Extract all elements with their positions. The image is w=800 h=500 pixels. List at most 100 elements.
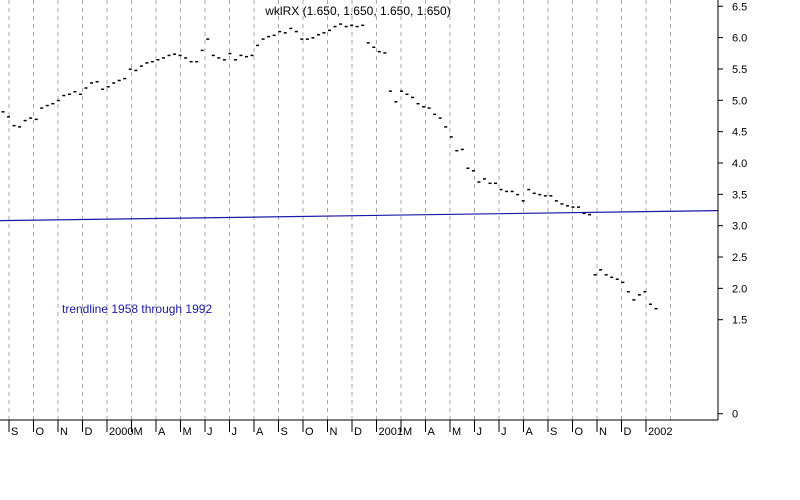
price-point [455,149,459,152]
price-point [361,24,365,27]
price-point [383,52,387,54]
y-tick-label: 2.0 [732,283,747,295]
price-point [267,35,271,38]
price-point [1,111,5,113]
y-tick-label: 0 [732,409,738,421]
price-point [388,90,392,92]
grid-lines [8,0,671,420]
x-tick-label: S [11,426,18,438]
price-point [333,25,337,28]
price-point [272,34,276,37]
price-point [494,182,498,185]
price-point [289,27,293,30]
x-tick-label: J [501,426,507,438]
price-point [565,205,569,207]
price-point [34,118,38,121]
x-tick-label: A [158,426,166,438]
x-tick-label: M [183,426,192,438]
price-point [73,91,77,93]
price-point [23,119,27,122]
x-tick-label: D [354,426,362,438]
price-point [294,30,298,33]
price-point [173,53,177,55]
price-point [217,57,221,59]
price-point [300,38,304,40]
price-point [211,54,215,57]
price-point [532,192,536,195]
price-point [112,82,116,84]
price-point [178,54,182,57]
x-tick-label: S [281,426,288,438]
x-tick-label: M [134,426,143,438]
price-point [460,148,464,151]
price-point [433,113,437,116]
price-point [411,96,415,99]
x-tick-label: J [232,426,238,438]
x-axis-ticks: S O N D 2000 M A M J J A S O N D 2001 M A M J J A S O N D 2002 [8,420,672,438]
price-point [577,206,581,208]
price-point [195,60,199,63]
price-point [283,32,287,34]
price-point [18,126,22,128]
x-tick-label: 2001 [379,426,403,438]
price-point [560,203,564,205]
price-point [244,55,248,58]
price-point [344,25,348,28]
price-point [161,57,165,59]
price-point [549,195,553,197]
price-point [482,178,486,180]
y-tick-label: 3.5 [732,189,747,201]
price-point [56,99,60,102]
price-point [62,94,66,97]
price-point [128,68,132,70]
price-point [499,188,503,191]
price-point [593,274,597,276]
price-point [12,124,16,127]
price-point [355,25,359,28]
x-tick-label: 2000 [109,426,133,438]
price-point [416,102,420,105]
price-point [67,93,71,96]
trendline [0,210,719,222]
price-point [339,23,343,25]
price-point [322,32,326,34]
price-point [654,307,658,310]
price-point [350,24,354,27]
x-tick-label: J [207,426,213,438]
price-point [134,69,138,72]
y-axis-ticks: 6.5 6.0 5.5 5.0 4.5 4.0 3.5 3.0 2.5 2.0 1.5 0 [718,1,747,421]
price-point [582,212,586,215]
x-tick-label: J [477,426,483,438]
price-point [422,106,426,108]
price-point [521,200,525,202]
y-tick-label: 2.5 [732,252,747,264]
price-point [145,62,149,64]
price-point [366,42,370,44]
x-tick-label: M [452,426,461,438]
y-tick-label: 4.5 [732,127,747,139]
price-point [643,290,647,293]
y-tick-label: 1.5 [732,315,747,327]
price-point [256,44,260,47]
price-point [78,93,82,96]
price-point [588,213,592,216]
price-point [610,276,614,279]
price-point [538,193,542,196]
price-point [604,274,608,276]
price-point [239,54,243,57]
x-tick-label: D [85,426,93,438]
price-point [228,52,232,55]
price-point [311,37,315,39]
trendline-layer [0,210,719,222]
price-point [200,49,204,52]
price-point [394,101,398,103]
price-point [233,59,237,61]
price-point [599,269,603,271]
x-tick-label: S [550,426,557,438]
x-tick-label: O [305,426,314,438]
price-point [106,86,110,88]
price-point [29,117,33,119]
price-point [45,104,49,107]
x-tick-label: 2002 [648,426,672,438]
